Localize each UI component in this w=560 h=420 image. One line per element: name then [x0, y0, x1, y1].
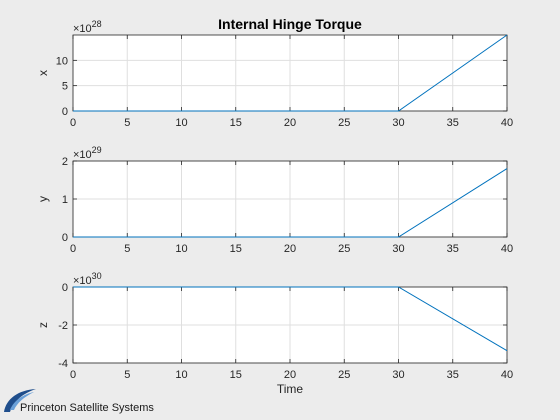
logo-text: Princeton Satellite Systems — [20, 402, 154, 414]
x-tick-label: 0 — [70, 369, 76, 381]
y-exponent-base: ×10 — [73, 275, 92, 287]
x-tick-label: 20 — [284, 243, 296, 255]
x-tick-label: 35 — [447, 117, 459, 129]
x-tick-label: 10 — [175, 243, 187, 255]
x-tick-label: 10 — [175, 117, 187, 129]
y-axis-label: y — [36, 196, 50, 202]
y-exponent-power: 29 — [92, 145, 102, 155]
y-tick-label: 0 — [62, 232, 68, 244]
x-tick-label: 5 — [124, 369, 130, 381]
x-tick-label: 25 — [338, 369, 350, 381]
x-tick-label: 5 — [124, 243, 130, 255]
x-tick-label: 25 — [338, 243, 350, 255]
x-tick-label: 40 — [501, 117, 513, 129]
x-tick-label: 35 — [447, 243, 459, 255]
y-exponent-power: 28 — [92, 19, 102, 29]
x-tick-label: 20 — [284, 117, 296, 129]
x-tick-label: 15 — [230, 117, 242, 129]
x-tick-label: 30 — [392, 369, 404, 381]
y-tick-label: 5 — [62, 81, 68, 93]
x-tick-label: 30 — [392, 117, 404, 129]
y-axis-label: z — [36, 322, 50, 328]
x-tick-label: 40 — [501, 369, 513, 381]
x-tick-label: 20 — [284, 369, 296, 381]
x-tick-label: 30 — [392, 243, 404, 255]
y-tick-label: -2 — [58, 320, 68, 332]
x-tick-label: 5 — [124, 117, 130, 129]
y-tick-label: 0 — [62, 282, 68, 294]
x-tick-label: 10 — [175, 369, 187, 381]
y-tick-label: 1 — [62, 194, 68, 206]
y-tick-label: 0 — [62, 106, 68, 118]
x-tick-label: 25 — [338, 117, 350, 129]
x-tick-label: 0 — [70, 117, 76, 129]
y-tick-label: 2 — [62, 156, 68, 168]
x-tick-label: 15 — [230, 369, 242, 381]
x-tick-label: 40 — [501, 243, 513, 255]
x-tick-label: 0 — [70, 243, 76, 255]
y-exponent-base: ×10 — [73, 149, 92, 161]
chart-title: Internal Hinge Torque — [218, 16, 362, 32]
y-exponent-power: 30 — [92, 271, 102, 281]
y-tick-label: -4 — [58, 358, 68, 370]
x-axis-label: Time — [277, 382, 304, 396]
x-tick-label: 15 — [230, 243, 242, 255]
y-exponent-base: ×10 — [73, 23, 92, 35]
x-tick-label: 35 — [447, 369, 459, 381]
y-axis-label: x — [36, 70, 50, 76]
y-tick-label: 10 — [56, 55, 68, 67]
